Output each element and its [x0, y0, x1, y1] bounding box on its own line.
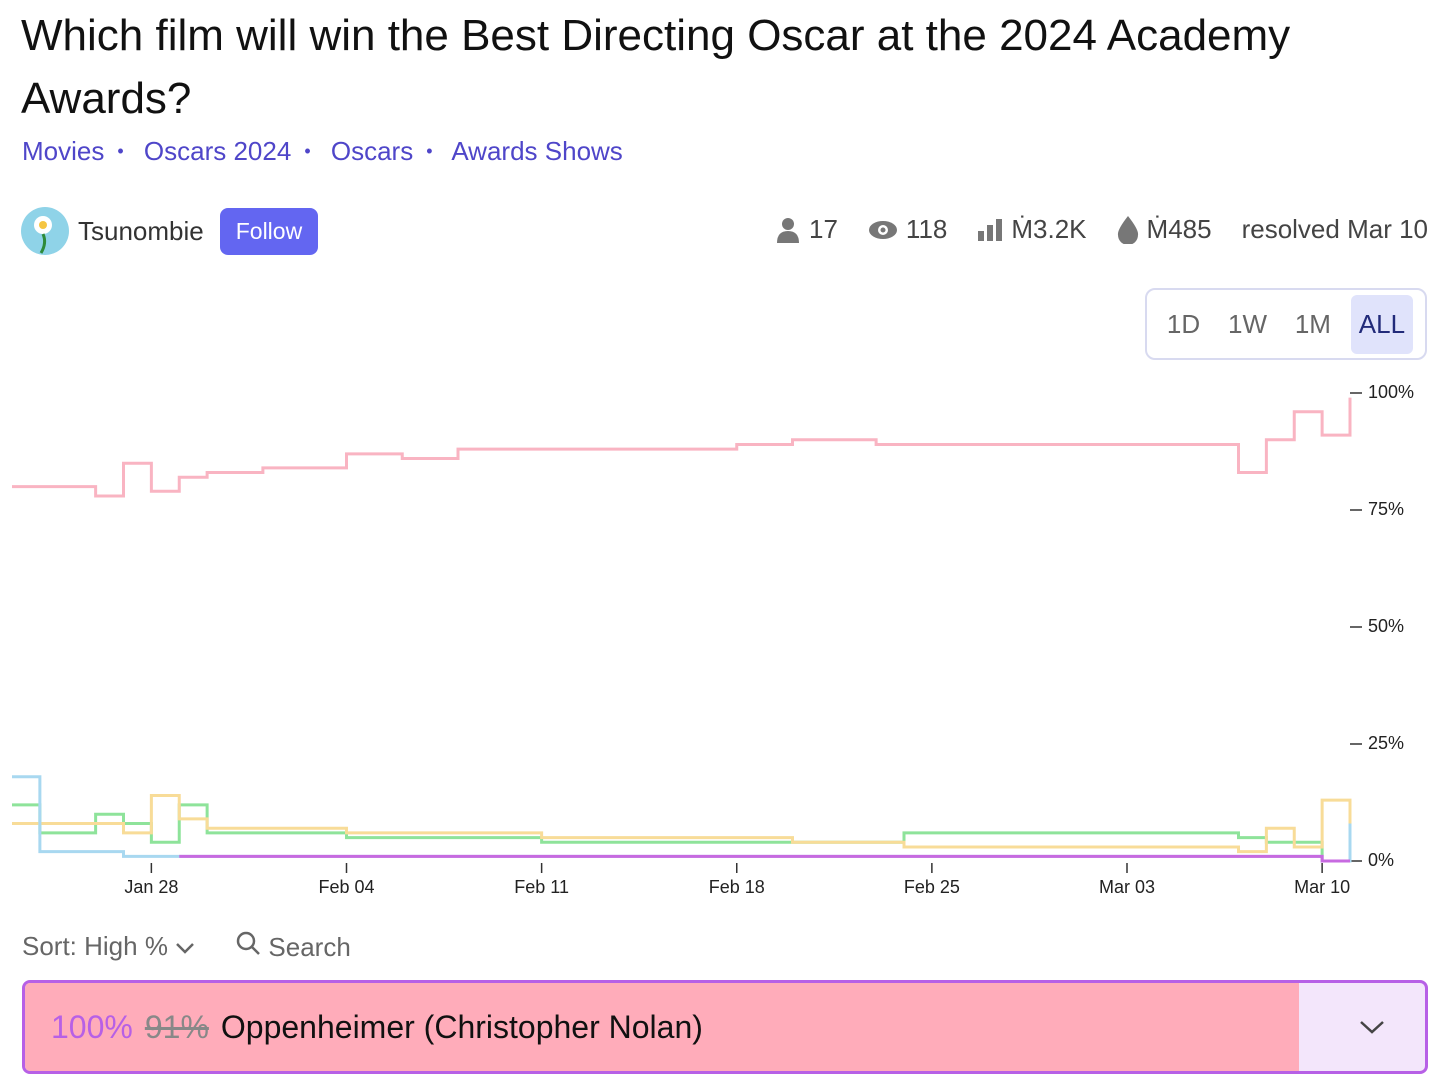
chevron — [176, 943, 195, 954]
chart: 0% 25% 50% 75% 100% Jan 28 Feb 04 Feb 11 Feb 18 F… — [12, 382, 1414, 897]
old-probability: 91% — [144, 1008, 209, 1045]
search-icon — [236, 931, 261, 955]
views: 118 — [905, 214, 948, 244]
tag[interactable]: Oscars — [330, 136, 414, 166]
x-tick-label: Jan 28 — [124, 877, 178, 897]
time-button[interactable]: 1M — [1294, 308, 1331, 339]
series-line — [179, 854, 1350, 863]
author-row: Tsunombie Follow — [21, 207, 319, 255]
x-tick-label: Mar 10 — [1294, 877, 1350, 897]
x-tick-label: Mar 03 — [1099, 877, 1155, 897]
y-tick-label: 0% — [1368, 850, 1394, 870]
probability-bar — [25, 983, 1299, 1071]
tag[interactable]: Awards Shows — [451, 136, 623, 166]
volume-icon — [978, 218, 1003, 241]
time-button[interactable]: 1W — [1227, 308, 1267, 339]
series-line — [12, 793, 1352, 857]
liquidity-icon — [1117, 215, 1138, 244]
time-button[interactable]: 1D — [1166, 308, 1201, 339]
series-line — [12, 803, 1350, 863]
time-range: 1D 1W 1M ALL — [1145, 288, 1427, 360]
sort-label: Sort: High % — [22, 931, 168, 961]
tag[interactable]: Movies — [22, 136, 105, 166]
tag[interactable]: Oscars 2024 — [143, 136, 292, 166]
search[interactable]: Search — [235, 930, 351, 963]
liquidity: Ṁ485 — [1146, 214, 1212, 244]
follow-button[interactable]: Follow — [219, 207, 319, 255]
avatar[interactable] — [21, 207, 69, 255]
x-tick-label: Feb 11 — [514, 877, 569, 897]
time-button[interactable]: ALL — [1350, 294, 1414, 354]
controls: Sort: High % Search — [22, 930, 351, 963]
volume: Ṁ3.2K — [1011, 214, 1087, 244]
author-name[interactable]: Tsunombie — [78, 215, 204, 246]
stats: 17 118 Ṁ3.2K Ṁ485 resolved Mar 10 — [755, 214, 1428, 245]
views-icon — [868, 220, 897, 239]
x-tick-label: Feb 04 — [318, 877, 374, 897]
y-tick-label: 25% — [1368, 733, 1404, 753]
answer-row[interactable]: 100% 91% Oppenheimer (Christopher Nolan) — [22, 980, 1428, 1074]
expand[interactable] — [1359, 1019, 1385, 1035]
title: Which film will win the Best Directing O… — [21, 11, 1291, 123]
answer-name: Oppenheimer (Christopher Nolan) — [220, 1008, 703, 1045]
x-tick-label: Feb 18 — [709, 877, 765, 897]
series-line — [12, 397, 1352, 498]
tags: Movies • Oscars 2024 • Oscars • Awards Show… — [22, 136, 623, 166]
probability: 100% — [51, 1008, 133, 1045]
traders-icon — [777, 217, 799, 243]
status: resolved Mar 10 — [1241, 214, 1428, 244]
search-label: Search — [268, 932, 351, 962]
x-tick-label: Feb 25 — [904, 877, 960, 897]
y-tick-label: 50% — [1368, 616, 1404, 636]
traders: 17 — [809, 214, 838, 244]
y-tick-label: 75% — [1368, 499, 1404, 519]
sort[interactable]: Sort: High % — [22, 931, 195, 962]
y-tick-label: 100% — [1368, 382, 1414, 402]
